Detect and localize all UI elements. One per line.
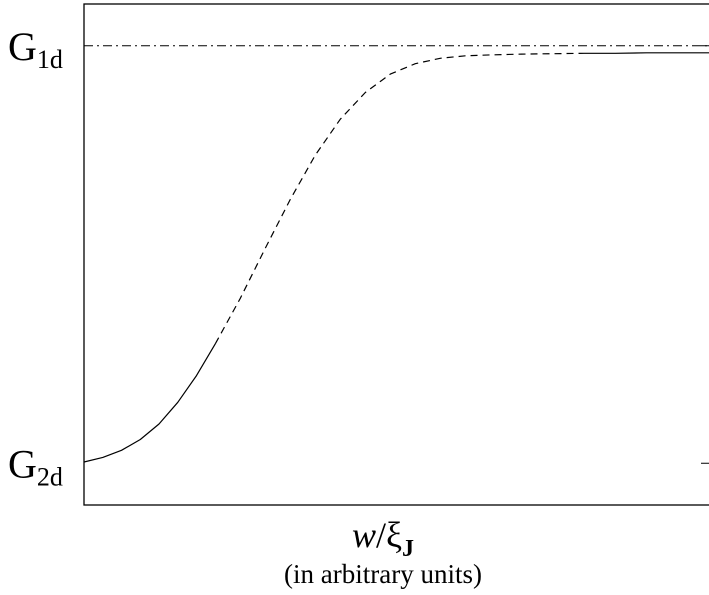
x-label-variable: w (352, 515, 376, 555)
y-tick-label-2d: G2d (8, 441, 63, 491)
curve-segment-2-dashed (214, 52, 585, 345)
curve-group (83, 52, 709, 463)
x-label-slash: / (376, 515, 386, 555)
curve-segment-1-solid (83, 343, 216, 463)
plot-frame (83, 3, 709, 506)
y-tick-labels: G1d G2d (8, 24, 709, 491)
x-axis-note: (in arbitrary units) (284, 559, 482, 589)
y-tick-label-1d: G1d (8, 24, 63, 74)
x-axis-label: w/ξJ (352, 515, 414, 562)
curve-segment-3-solid (584, 52, 709, 54)
x-label-subscript: J (402, 536, 414, 562)
x-label-symbol: ξ (386, 515, 402, 555)
